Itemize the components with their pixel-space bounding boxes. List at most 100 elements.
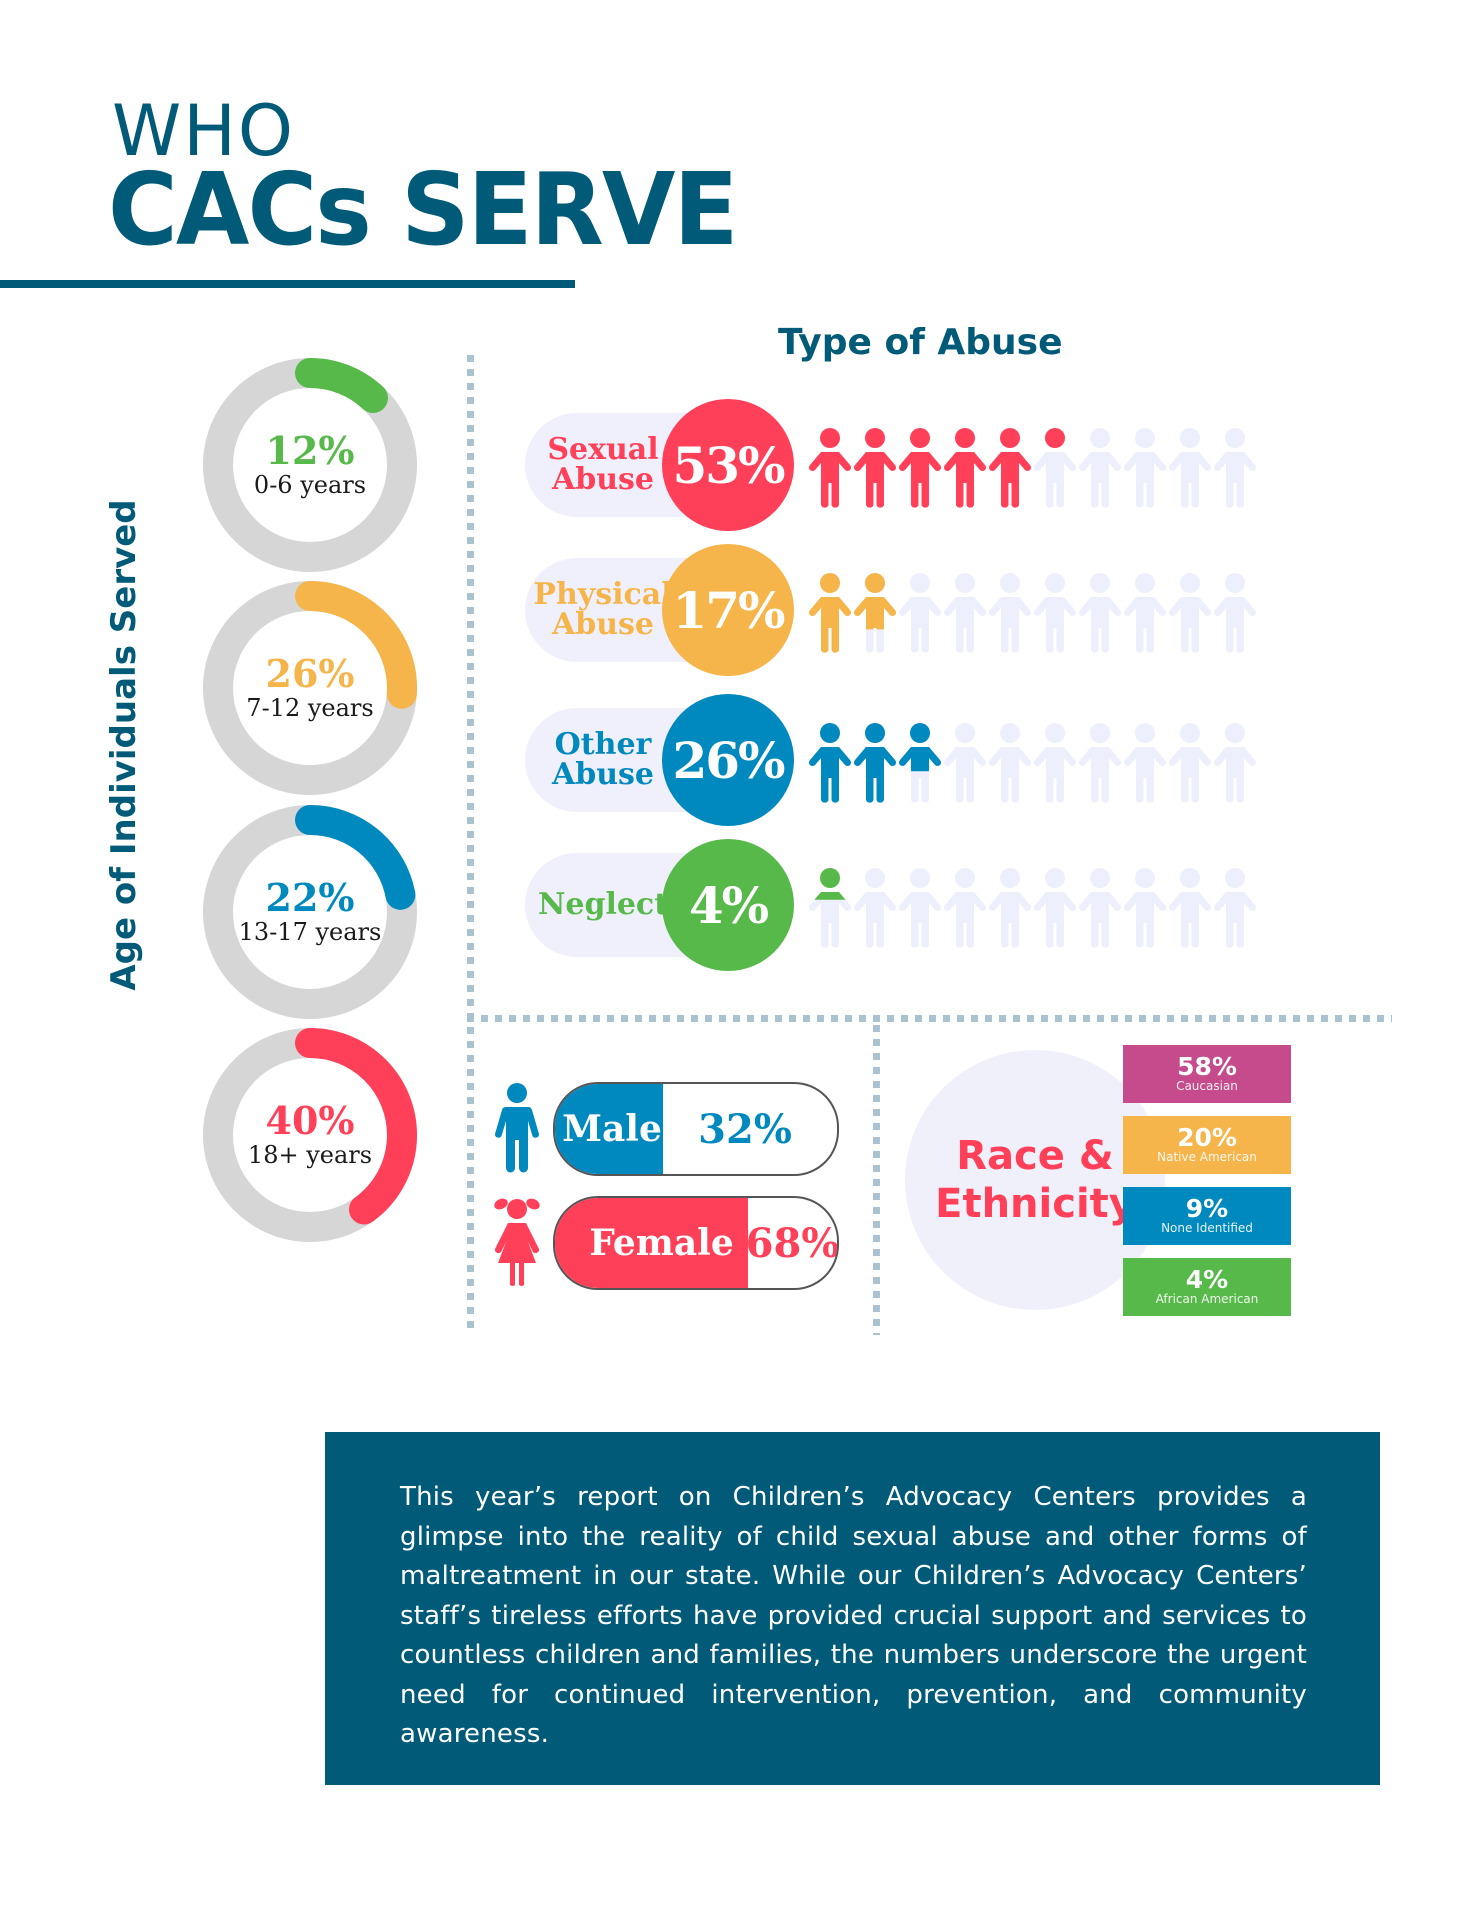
abuse-label-line: Physical	[533, 577, 673, 612]
person-icon	[988, 723, 1032, 803]
person-icon	[808, 428, 852, 508]
age-donut: 26% 7-12 years	[200, 578, 420, 798]
donut-age-range: 7-12 years	[246, 693, 374, 722]
gender-bar-fill	[555, 1198, 748, 1288]
race-percent: 58%	[1177, 1052, 1237, 1082]
donut-age-range: 13-17 years	[238, 917, 382, 946]
donut-age-range: 0-6 years	[253, 470, 367, 499]
person-icon	[1033, 868, 1077, 948]
person-icon	[1033, 428, 1077, 508]
gender-percent: 32%	[698, 1105, 792, 1153]
donut-svg	[203, 805, 417, 1019]
abuse-label-line: Other	[554, 727, 652, 762]
person-icon	[1033, 723, 1077, 803]
abuse-percent-circle: 53%	[662, 399, 794, 531]
person-icon	[1213, 868, 1257, 948]
person-icon	[1168, 573, 1212, 653]
abuse-pictogram	[808, 427, 1257, 509]
person-icon	[853, 573, 897, 653]
gender-bar-fill	[555, 1084, 663, 1174]
race-category: Caucasian	[1176, 1079, 1238, 1094]
donut-age-range: 18+ years	[247, 1140, 373, 1169]
person-icon	[1078, 428, 1122, 508]
person-icon	[1168, 428, 1212, 508]
title-underline	[0, 280, 575, 288]
divider-vertical-middle	[873, 1025, 880, 1335]
abuse-label: Sexual Abuse	[528, 425, 678, 505]
abuse-label-line: Sexual	[547, 432, 659, 467]
donut-segment	[203, 581, 417, 795]
person-icon	[988, 868, 1032, 948]
summary-box	[325, 1432, 1380, 1785]
person-icon	[853, 723, 897, 803]
male-icon	[494, 1083, 540, 1173]
person-icon	[853, 428, 897, 508]
donut-label: 40% 18+ years	[200, 1025, 420, 1245]
abuse-label: Neglect	[528, 865, 678, 945]
donut-svg	[203, 1028, 417, 1242]
race-percent: 20%	[1177, 1123, 1237, 1153]
gender-percent: 68%	[745, 1219, 839, 1267]
age-donut: 22% 13-17 years	[200, 802, 420, 1022]
donut-label: 26% 7-12 years	[200, 578, 420, 798]
race-chart-title: Race & Ethnicity	[905, 1050, 1165, 1310]
person-icon	[1078, 723, 1122, 803]
donut-label: 12% 0-6 years	[200, 355, 420, 575]
person-icon	[1078, 868, 1122, 948]
race-category: Native American	[1157, 1150, 1257, 1165]
abuse-label-line: Abuse	[551, 757, 655, 792]
abuse-label-line: Neglect	[537, 887, 669, 922]
race-category: African American	[1155, 1292, 1259, 1307]
divider-horizontal	[467, 1015, 1392, 1022]
person-icon	[1213, 723, 1257, 803]
abuse-percent-circle: 17%	[662, 544, 794, 676]
donut-percent: 40%	[265, 1097, 355, 1143]
person-icon	[898, 428, 942, 508]
donut-svg	[203, 581, 417, 795]
race-category: None Identified	[1161, 1221, 1253, 1236]
abuse-pictogram	[808, 867, 1257, 949]
race-bar: 4% African American	[1123, 1258, 1291, 1316]
person-icon	[898, 723, 942, 803]
person-icon	[1213, 573, 1257, 653]
person-icon	[808, 573, 852, 653]
person-icon	[943, 573, 987, 653]
race-percent: 4%	[1185, 1265, 1229, 1295]
race-circle	[905, 1050, 1165, 1310]
female-icon	[494, 1198, 540, 1286]
person-icon	[808, 723, 852, 803]
age-chart-title: Age of Individuals Served	[104, 499, 144, 991]
person-icon	[1033, 573, 1077, 653]
person-icon	[808, 868, 852, 948]
person-icon	[1168, 868, 1212, 948]
donut-percent: 22%	[265, 874, 355, 920]
donut-svg	[203, 358, 417, 572]
abuse-chart-title: Type of Abuse	[778, 322, 1063, 363]
abuse-pictogram	[808, 572, 1257, 654]
race-percent: 9%	[1185, 1194, 1229, 1224]
person-icon	[898, 573, 942, 653]
person-icon	[1168, 723, 1212, 803]
divider-vertical-left	[467, 355, 474, 1335]
person-icon	[943, 428, 987, 508]
person-icon	[898, 868, 942, 948]
summary-text: This year’s report on Children’s Advocac…	[400, 1482, 1307, 1749]
donut-label: 22% 13-17 years	[200, 802, 420, 1022]
race-title-line2: Ethnicity	[935, 1181, 1135, 1227]
gender-label: Female	[589, 1222, 734, 1264]
donut-segment	[203, 805, 417, 1019]
race-bar: 20% Native American	[1123, 1116, 1291, 1174]
abuse-label-line: Abuse	[551, 462, 655, 497]
race-bar: 58% Caucasian	[1123, 1045, 1291, 1103]
donut-percent: 12%	[265, 427, 355, 473]
person-icon	[988, 428, 1032, 508]
age-donut: 40% 18+ years	[200, 1025, 420, 1245]
abuse-label-line: Abuse	[551, 607, 655, 642]
person-icon	[1123, 428, 1167, 508]
abuse-percent-circle: 26%	[662, 694, 794, 826]
gender-bar: Female 68%	[553, 1196, 839, 1290]
donut-percent: 26%	[265, 650, 355, 696]
page-title-line2: CACs SERVE	[108, 151, 738, 268]
gender-label: Male	[562, 1108, 662, 1150]
age-donut: 12% 0-6 years	[200, 355, 420, 575]
